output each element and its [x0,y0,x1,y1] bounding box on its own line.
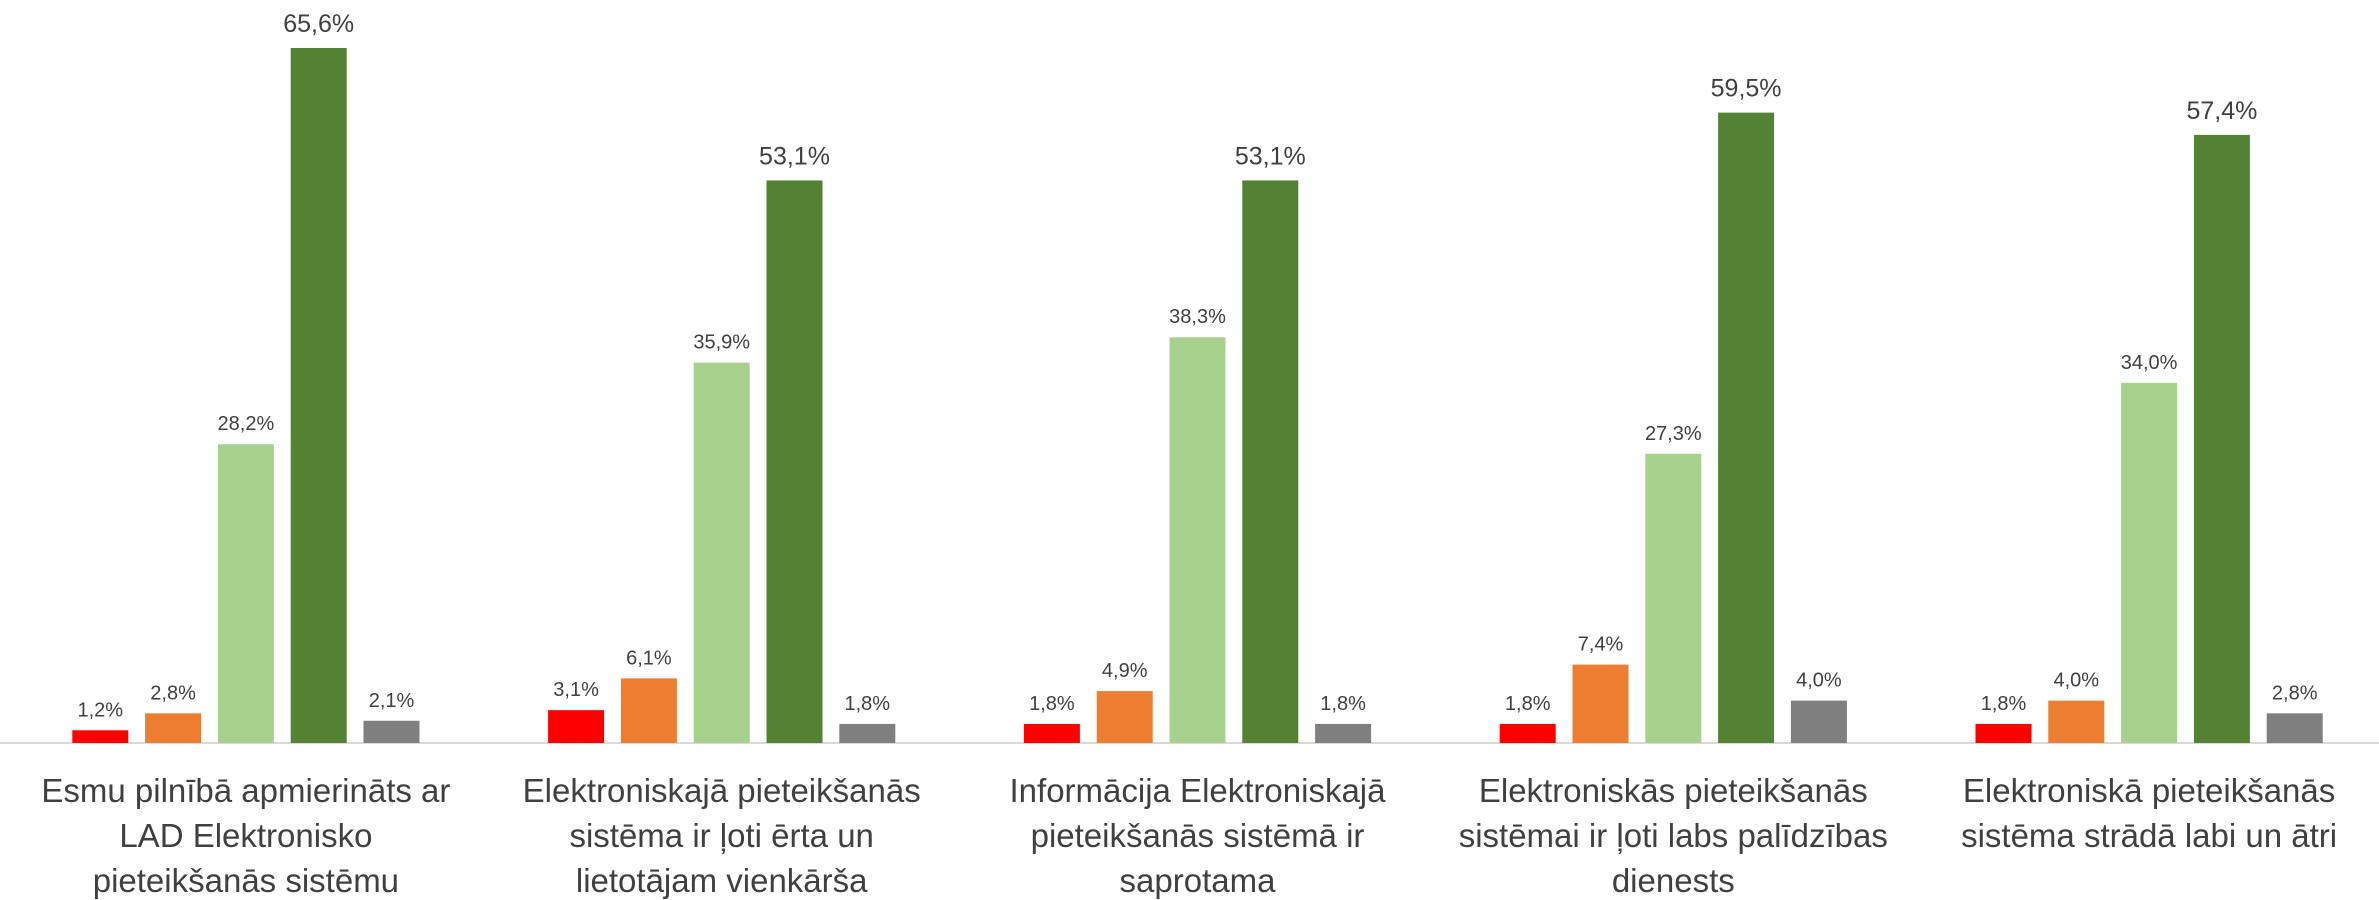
value-label: 1,8% [1029,693,1075,715]
bar [620,678,677,743]
bar [766,180,823,743]
bar [1242,180,1299,743]
value-label: 1,8% [1505,693,1551,715]
bar [72,730,129,743]
bar [1718,112,1775,743]
value-label: 65,6% [283,10,354,38]
value-label: 7,4% [1578,634,1624,656]
x-tick-label: Esmu pilnībā apmierināts ar LAD Elektron… [41,772,451,899]
value-label: 1,8% [1981,693,2027,715]
value-label: 6,1% [626,647,672,669]
x-tick-label: Elektroniskās pieteikšanās sistēmai ir ļ… [1458,772,1888,899]
bar [1315,723,1372,743]
bar [217,444,274,743]
value-label: 35,9% [693,332,750,354]
bar [2121,382,2178,743]
value-label: 4,0% [2054,670,2100,692]
value-label: 1,8% [845,693,891,715]
bar [145,713,202,743]
value-label: 53,1% [1235,142,1306,170]
bar [2266,713,2323,743]
value-label: 4,9% [1102,660,1148,682]
x-tick-label: Informācija Elektroniskajā pieteikšanās … [1009,772,1386,899]
bar [1572,664,1629,743]
value-label: 57,4% [2186,97,2257,125]
bar [363,720,420,743]
bar [1023,723,1080,743]
value-label: 2,8% [2272,682,2318,704]
bar [839,723,896,743]
x-tick-label: Elektroniskajā pieteikšanās sistēma ir ļ… [522,772,921,899]
value-label: 59,5% [1711,75,1782,103]
value-label: 1,2% [78,699,124,721]
bar [1975,723,2032,743]
value-label: 1,8% [1320,693,1366,715]
bar [1645,453,1702,743]
bar [2048,700,2105,743]
bar [693,362,750,743]
bar [1790,700,1847,743]
value-label: 34,0% [2121,352,2178,374]
bar [548,710,605,743]
bar [2193,134,2250,743]
value-label: 53,1% [759,142,830,170]
value-label: 2,8% [150,682,196,704]
bar [290,48,347,743]
value-label: 27,3% [1645,423,1702,445]
x-tick-label: Elektroniskā pieteikšanās sistēma strādā… [1961,772,2338,854]
value-label: 3,1% [553,679,599,701]
value-label: 28,2% [218,413,275,435]
bar [1169,337,1226,743]
bar [1499,723,1556,743]
value-label: 38,3% [1169,306,1226,328]
value-label: 4,0% [1796,670,1842,692]
bar [1096,691,1153,743]
value-label: 2,1% [369,690,415,712]
